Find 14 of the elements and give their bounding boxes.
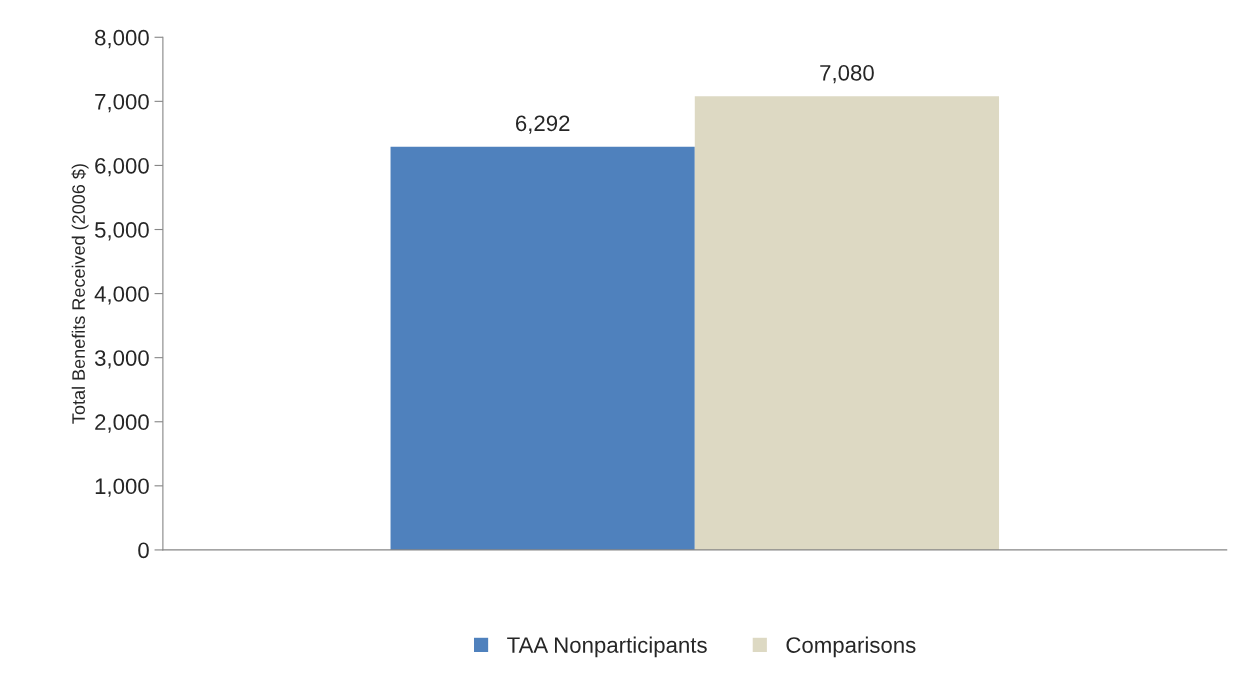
y-tick-label: 3,000 [94,350,149,369]
data-label: 7,080 [820,64,874,84]
y-tick-label: 4,000 [94,286,149,305]
data-label: 6,292 [515,115,570,134]
y-axis-title: Total Benefits Received (2006 $) [71,164,89,424]
y-tick-label: 7,000 [95,93,149,113]
y-tick-label: 2,000 [95,414,149,433]
y-tick-label: 0 [138,542,149,559]
legend-label: Comparisons [786,636,916,658]
y-tick-label: 8,000 [95,29,149,49]
y-tick-label: 5,000 [94,222,149,241]
y-tick-label: 1,000 [95,478,149,497]
y-tick-label: 6,000 [95,157,149,177]
legend-label: TAA Nonparticipants [507,636,707,658]
